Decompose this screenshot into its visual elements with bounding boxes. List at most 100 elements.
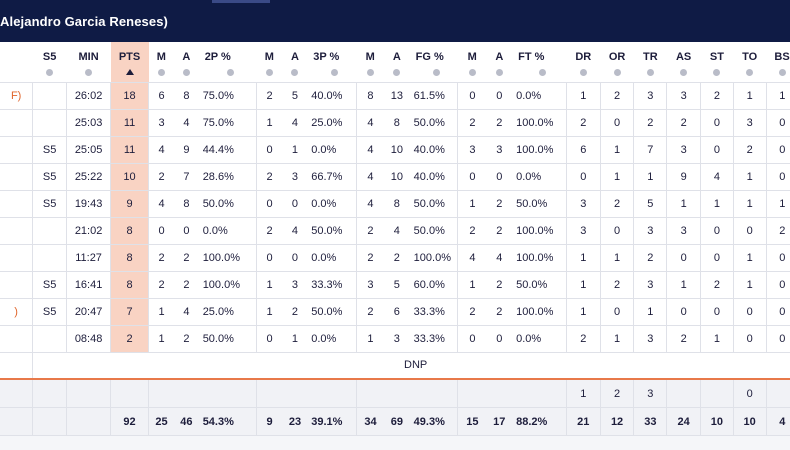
cell-pts-3: 8 (110, 217, 149, 245)
cell-st-20: 4 (700, 163, 734, 191)
column-header-bs-22[interactable]: BS (766, 42, 790, 83)
cell-fg-12: 50.0% (409, 217, 458, 245)
column-header-label: M (467, 51, 477, 63)
column-header-label: TO (742, 51, 758, 63)
cell-3p-9: 0.0% (307, 244, 357, 272)
column-header-st-20[interactable]: ST (700, 42, 734, 83)
sort-icon[interactable] (265, 69, 273, 76)
column-header-or-17[interactable]: OR (600, 42, 634, 83)
column-header-s5-1[interactable]: S5 (32, 42, 67, 83)
cell-fg-12: 50.0% (409, 109, 458, 137)
sort-icon[interactable] (713, 69, 721, 76)
cell-or-17: 2 (599, 82, 634, 110)
cell-a-14 (486, 379, 513, 408)
cell-st-20: 2 (700, 82, 734, 110)
column-header-label: DR (575, 51, 592, 63)
cell-m-4: 4 (148, 136, 175, 164)
column-header-m-13[interactable]: M (457, 42, 487, 83)
cell-fg-12: 33.3% (409, 325, 458, 353)
sort-icon[interactable] (538, 69, 546, 76)
cell-fg-12: 50.0% (409, 190, 458, 218)
sort-icon[interactable] (746, 69, 754, 76)
column-header-tr-18[interactable]: TR (633, 42, 667, 83)
cell-name-0 (0, 109, 33, 137)
cell-to-21: 0 (732, 298, 767, 326)
column-header-label: A (182, 51, 191, 63)
sort-icon[interactable] (291, 69, 299, 76)
column-header-label: M (156, 51, 166, 63)
sort-icon[interactable] (680, 69, 688, 76)
cell-pts-3: 18 (110, 82, 149, 110)
bottom-strip (0, 436, 790, 450)
sort-icon[interactable] (468, 69, 476, 76)
sort-icon[interactable] (613, 69, 621, 76)
sort-icon[interactable] (331, 69, 339, 76)
cell-name-0 (0, 244, 33, 272)
cell-tr-18: 3 (633, 325, 667, 353)
cell-st-20: 0 (700, 109, 734, 137)
sort-icon[interactable] (579, 69, 587, 76)
cell-m-7: 1 (255, 271, 283, 299)
cell-ft-15: 0.0% (512, 82, 567, 110)
column-header-label: FT % (518, 51, 545, 63)
sort-icon[interactable] (46, 69, 54, 76)
column-header-a-8[interactable]: A (282, 42, 308, 83)
cell-name-0[interactable]: ) (0, 298, 33, 326)
cell-m-4: 3 (148, 109, 175, 137)
column-header-dr-16[interactable]: DR (566, 42, 601, 83)
cell-bs-22: 0 (765, 325, 790, 353)
column-header-label: BS (774, 51, 790, 63)
cell-dr-16: 3 (565, 190, 601, 218)
cell-a-14: 2 (486, 271, 513, 299)
sort-icon[interactable] (433, 69, 441, 76)
cell-fg-12: 33.3% (409, 298, 458, 326)
sort-ascending-icon[interactable] (125, 69, 134, 75)
cell-name-0[interactable]: F) (0, 82, 33, 110)
cell-dr-16: 1 (565, 379, 601, 408)
column-header-pts-3[interactable]: PTS (110, 42, 149, 83)
cell-dr-16: 6 (565, 136, 601, 164)
sort-icon[interactable] (85, 69, 93, 76)
column-header-fg-12[interactable]: FG % (409, 42, 458, 83)
column-header-label: A (290, 51, 299, 63)
player-name-cell (0, 352, 33, 380)
sort-icon[interactable] (646, 69, 654, 76)
cell-2p-6: 75.0% (198, 82, 257, 110)
column-header-m-4[interactable]: M (148, 42, 175, 83)
sort-icon[interactable] (778, 69, 786, 76)
sort-icon[interactable] (495, 69, 503, 76)
cell-pts-3: 11 (110, 109, 149, 137)
column-header-2p-6[interactable]: 2P % (198, 42, 257, 83)
sort-icon[interactable] (226, 69, 234, 76)
cell-ft-15: 100.0% (512, 244, 567, 272)
cell-a-5: 7 (174, 163, 199, 191)
column-header-label: A (392, 51, 401, 63)
cell-2p-6: 100.0% (198, 271, 257, 299)
column-header-m-10[interactable]: M (356, 42, 385, 83)
player-row: ) S5 20:47 7 1 4 25.0% 1 2 50.0% 2 6 33.3% 2 2 100.0% 1 0… (0, 298, 790, 326)
cell-a-14: 0 (486, 325, 513, 353)
cell-a-5: 8 (174, 82, 199, 110)
cell-a-14: 3 (486, 136, 513, 164)
column-header-as-19[interactable]: AS (666, 42, 701, 83)
sort-icon[interactable] (366, 69, 374, 76)
sort-icon[interactable] (182, 69, 190, 76)
column-header-m-7[interactable]: M (256, 42, 283, 83)
column-header-a-5[interactable]: A (174, 42, 199, 83)
column-header-ft-15[interactable]: FT % (512, 42, 567, 83)
column-header-3p-9[interactable]: 3P % (307, 42, 357, 83)
column-header-to-21[interactable]: TO (733, 42, 767, 83)
column-header-min-2[interactable]: MIN (66, 42, 111, 83)
cell-min-2: 19:43 (66, 190, 111, 218)
cell-min-2: 25:22 (66, 163, 111, 191)
column-header-a-14[interactable]: A (486, 42, 513, 83)
cell-ft-15: 50.0% (512, 190, 567, 218)
cell-m-13: 2 (457, 109, 487, 137)
column-header-a-11[interactable]: A (384, 42, 410, 83)
cell-m-7: 1 (255, 109, 283, 137)
cell-a-5: 4 (174, 109, 199, 137)
sort-icon[interactable] (157, 69, 165, 76)
player-row: S5 19:43 9 4 8 50.0% 0 0 0.0% 4 8 50.0% 1 2 50.0% 3 2 5 1 1… (0, 190, 790, 218)
cell-or-17: 0 (599, 298, 634, 326)
sort-icon[interactable] (393, 69, 401, 76)
